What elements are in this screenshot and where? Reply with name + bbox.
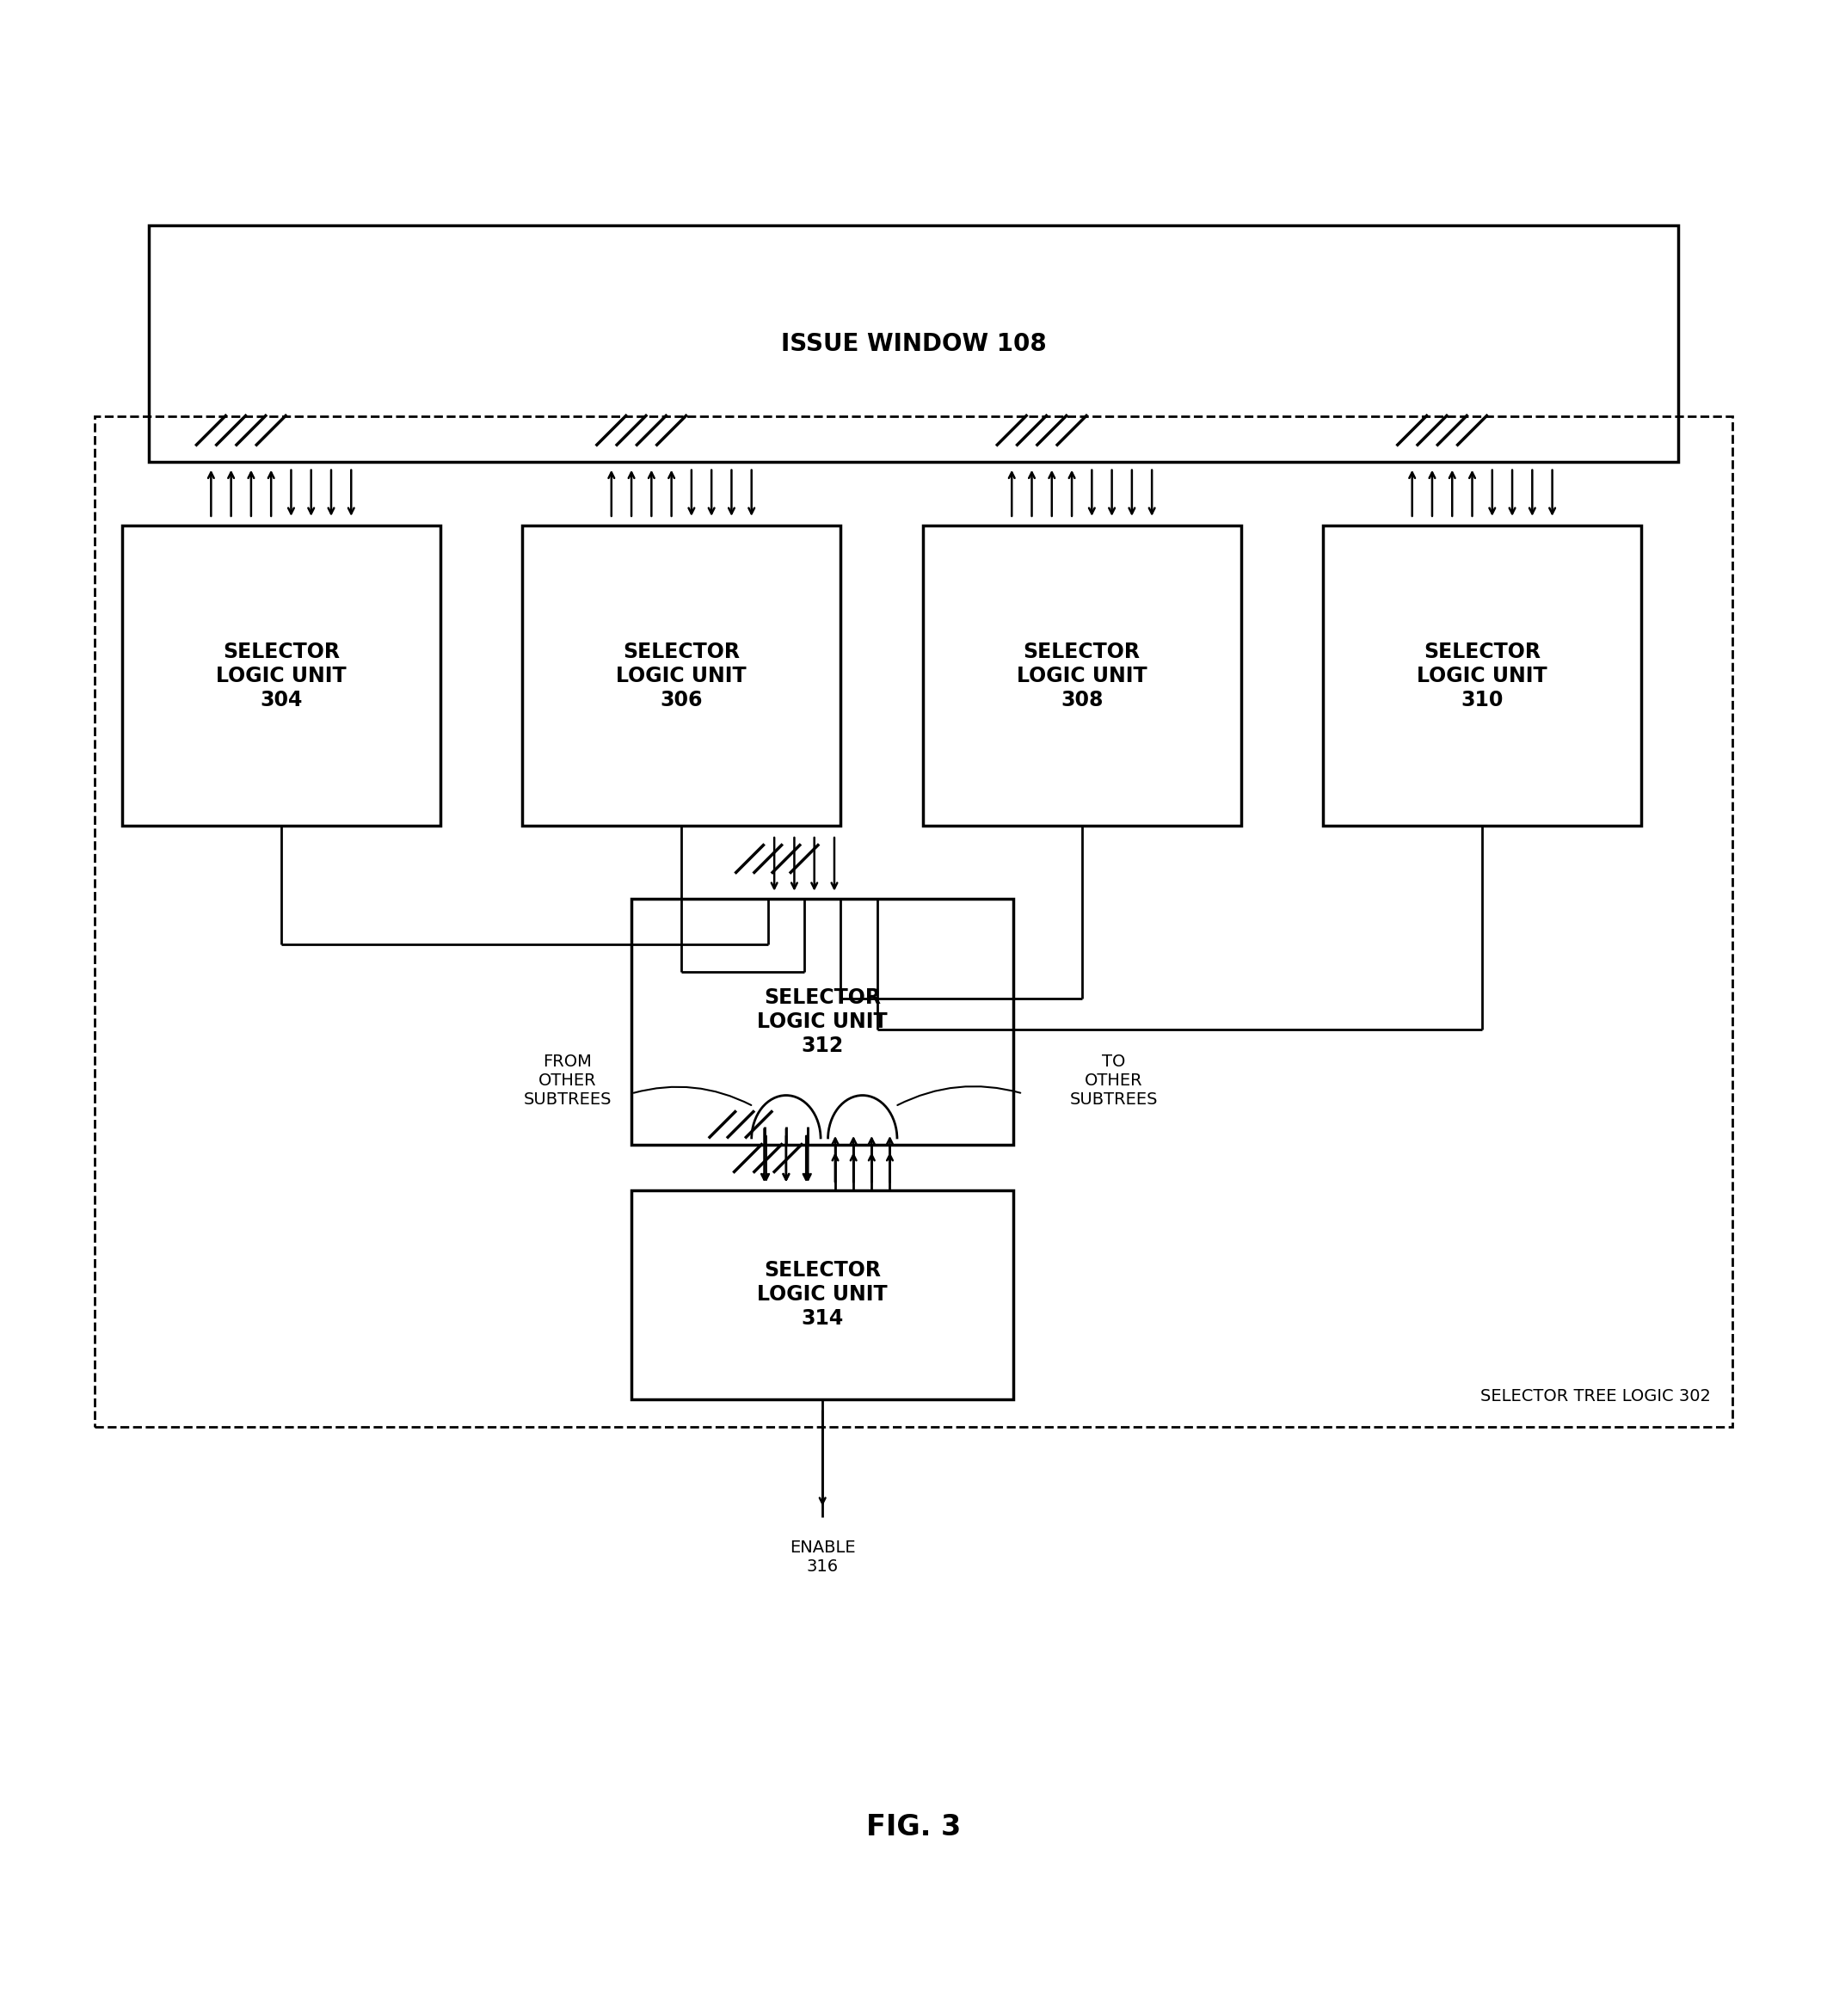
Text: ENABLE
316: ENABLE 316 bbox=[789, 1540, 855, 1574]
Bar bbox=[632, 899, 1014, 1145]
Bar bbox=[150, 226, 1677, 462]
Text: SELECTOR TREE LOGIC 302: SELECTOR TREE LOGIC 302 bbox=[1480, 1389, 1710, 1405]
Bar bbox=[632, 1189, 1014, 1399]
Text: SELECTOR
LOGIC UNIT
312: SELECTOR LOGIC UNIT 312 bbox=[758, 988, 888, 1056]
Text: SELECTOR
LOGIC UNIT
306: SELECTOR LOGIC UNIT 306 bbox=[616, 641, 747, 710]
Bar bbox=[523, 526, 840, 827]
Text: SELECTOR
LOGIC UNIT
314: SELECTOR LOGIC UNIT 314 bbox=[758, 1260, 888, 1329]
Text: TO
OTHER
SUBTREES: TO OTHER SUBTREES bbox=[1069, 1054, 1158, 1109]
Text: ISSUE WINDOW 108: ISSUE WINDOW 108 bbox=[780, 333, 1047, 357]
Text: SELECTOR
LOGIC UNIT
310: SELECTOR LOGIC UNIT 310 bbox=[1418, 641, 1547, 710]
Text: SELECTOR
LOGIC UNIT
304: SELECTOR LOGIC UNIT 304 bbox=[216, 641, 347, 710]
Bar bbox=[1323, 526, 1641, 827]
Bar bbox=[122, 526, 440, 827]
Bar bbox=[923, 526, 1241, 827]
Text: FIG. 3: FIG. 3 bbox=[866, 1812, 961, 1841]
Bar bbox=[95, 417, 1732, 1427]
Text: FROM
OTHER
SUBTREES: FROM OTHER SUBTREES bbox=[524, 1054, 612, 1109]
Text: SELECTOR
LOGIC UNIT
308: SELECTOR LOGIC UNIT 308 bbox=[1016, 641, 1147, 710]
